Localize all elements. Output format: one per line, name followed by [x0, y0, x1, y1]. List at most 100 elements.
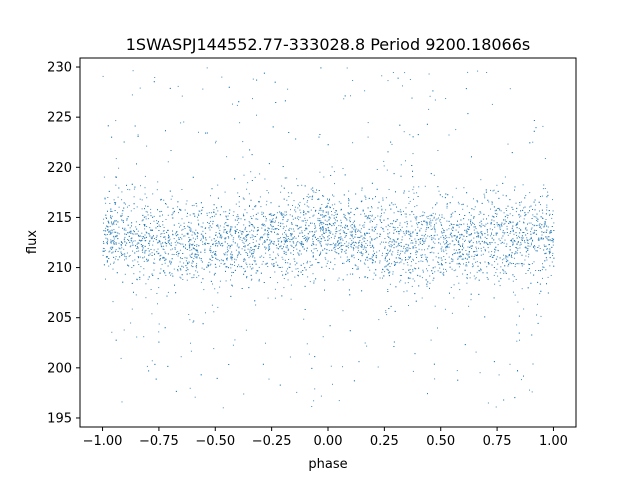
scatter-point: [130, 238, 132, 240]
scatter-point: [215, 142, 216, 144]
scatter-point: [113, 199, 115, 201]
scatter-point: [179, 209, 181, 211]
scatter-point: [437, 270, 439, 272]
scatter-point: [516, 247, 517, 249]
scatter-point: [226, 266, 228, 268]
scatter-point: [468, 261, 470, 263]
scatter-point: [157, 226, 159, 227]
scatter-point: [412, 231, 414, 233]
scatter-point: [318, 212, 320, 214]
scatter-point: [200, 240, 202, 241]
scatter-point: [379, 235, 381, 237]
scatter-point: [512, 238, 514, 240]
scatter-point: [251, 263, 253, 265]
scatter-point: [159, 259, 161, 260]
scatter-point: [191, 277, 193, 279]
scatter-point: [295, 211, 297, 213]
scatter-point: [218, 227, 220, 229]
scatter-point: [391, 253, 393, 255]
scatter-point: [308, 206, 310, 208]
scatter-point: [217, 236, 219, 238]
scatter-point: [416, 235, 418, 236]
scatter-point: [499, 226, 501, 228]
scatter-point: [165, 203, 166, 204]
scatter-point: [439, 214, 440, 216]
scatter-point: [361, 187, 363, 189]
scatter-point: [381, 209, 383, 211]
scatter-point: [426, 268, 427, 270]
scatter-point: [486, 229, 488, 231]
scatter-point: [434, 229, 436, 231]
scatter-point: [139, 224, 141, 225]
scatter-point: [396, 261, 398, 263]
scatter-point: [332, 242, 334, 244]
scatter-point: [227, 243, 229, 245]
scatter-point: [316, 189, 317, 191]
scatter-point: [290, 284, 292, 286]
scatter-point: [224, 237, 226, 239]
scatter-point: [406, 290, 408, 292]
scatter-point: [550, 240, 552, 242]
scatter-point: [405, 259, 407, 261]
scatter-point: [162, 248, 164, 250]
scatter-point: [234, 265, 236, 266]
scatter-point: [234, 339, 236, 341]
scatter-point: [238, 217, 240, 219]
scatter-point: [147, 218, 149, 220]
scatter-point: [281, 213, 283, 215]
scatter-point: [273, 265, 275, 267]
scatter-point: [229, 230, 231, 232]
scatter-point: [147, 233, 149, 235]
scatter-point: [546, 209, 548, 211]
scatter-point: [438, 263, 440, 265]
scatter-point: [289, 263, 291, 265]
scatter-point: [249, 243, 251, 244]
scatter-point: [186, 267, 188, 269]
scatter-point: [455, 238, 457, 240]
scatter-point: [191, 234, 193, 236]
scatter-point: [224, 229, 226, 231]
scatter-point: [253, 226, 255, 228]
scatter-point: [144, 234, 146, 236]
scatter-point: [113, 261, 115, 263]
scatter-point: [120, 215, 122, 217]
scatter-point: [397, 210, 399, 212]
scatter-point: [285, 253, 287, 255]
scatter-point: [418, 186, 420, 188]
scatter-point: [123, 239, 125, 241]
scatter-point: [142, 249, 144, 251]
scatter-point: [350, 225, 352, 227]
scatter-point: [154, 77, 156, 78]
scatter-point: [328, 216, 330, 218]
scatter-point: [486, 238, 488, 239]
scatter-point: [454, 244, 456, 245]
scatter-point: [508, 254, 510, 256]
scatter-point: [117, 259, 119, 261]
scatter-point: [110, 217, 112, 219]
scatter-point: [216, 258, 218, 260]
scatter-point: [163, 236, 165, 238]
scatter-point: [276, 212, 278, 214]
scatter-point: [238, 222, 240, 224]
scatter-point: [196, 257, 198, 259]
scatter-point: [307, 193, 309, 195]
scatter-point: [206, 67, 208, 69]
scatter-point: [326, 206, 328, 208]
scatter-point: [553, 257, 555, 259]
scatter-point: [395, 257, 397, 259]
scatter-point: [185, 265, 187, 267]
scatter-point: [405, 248, 407, 250]
scatter-point: [107, 243, 108, 245]
scatter-point: [541, 269, 543, 271]
scatter-point: [290, 252, 292, 254]
scatter-point: [392, 239, 394, 241]
scatter-point: [153, 269, 155, 271]
scatter-point: [161, 210, 163, 212]
scatter-point: [255, 240, 257, 242]
scatter-point: [427, 222, 428, 224]
scatter-point: [365, 196, 367, 198]
scatter-point: [470, 214, 472, 216]
scatter-point: [335, 233, 337, 235]
scatter-point: [337, 248, 339, 249]
